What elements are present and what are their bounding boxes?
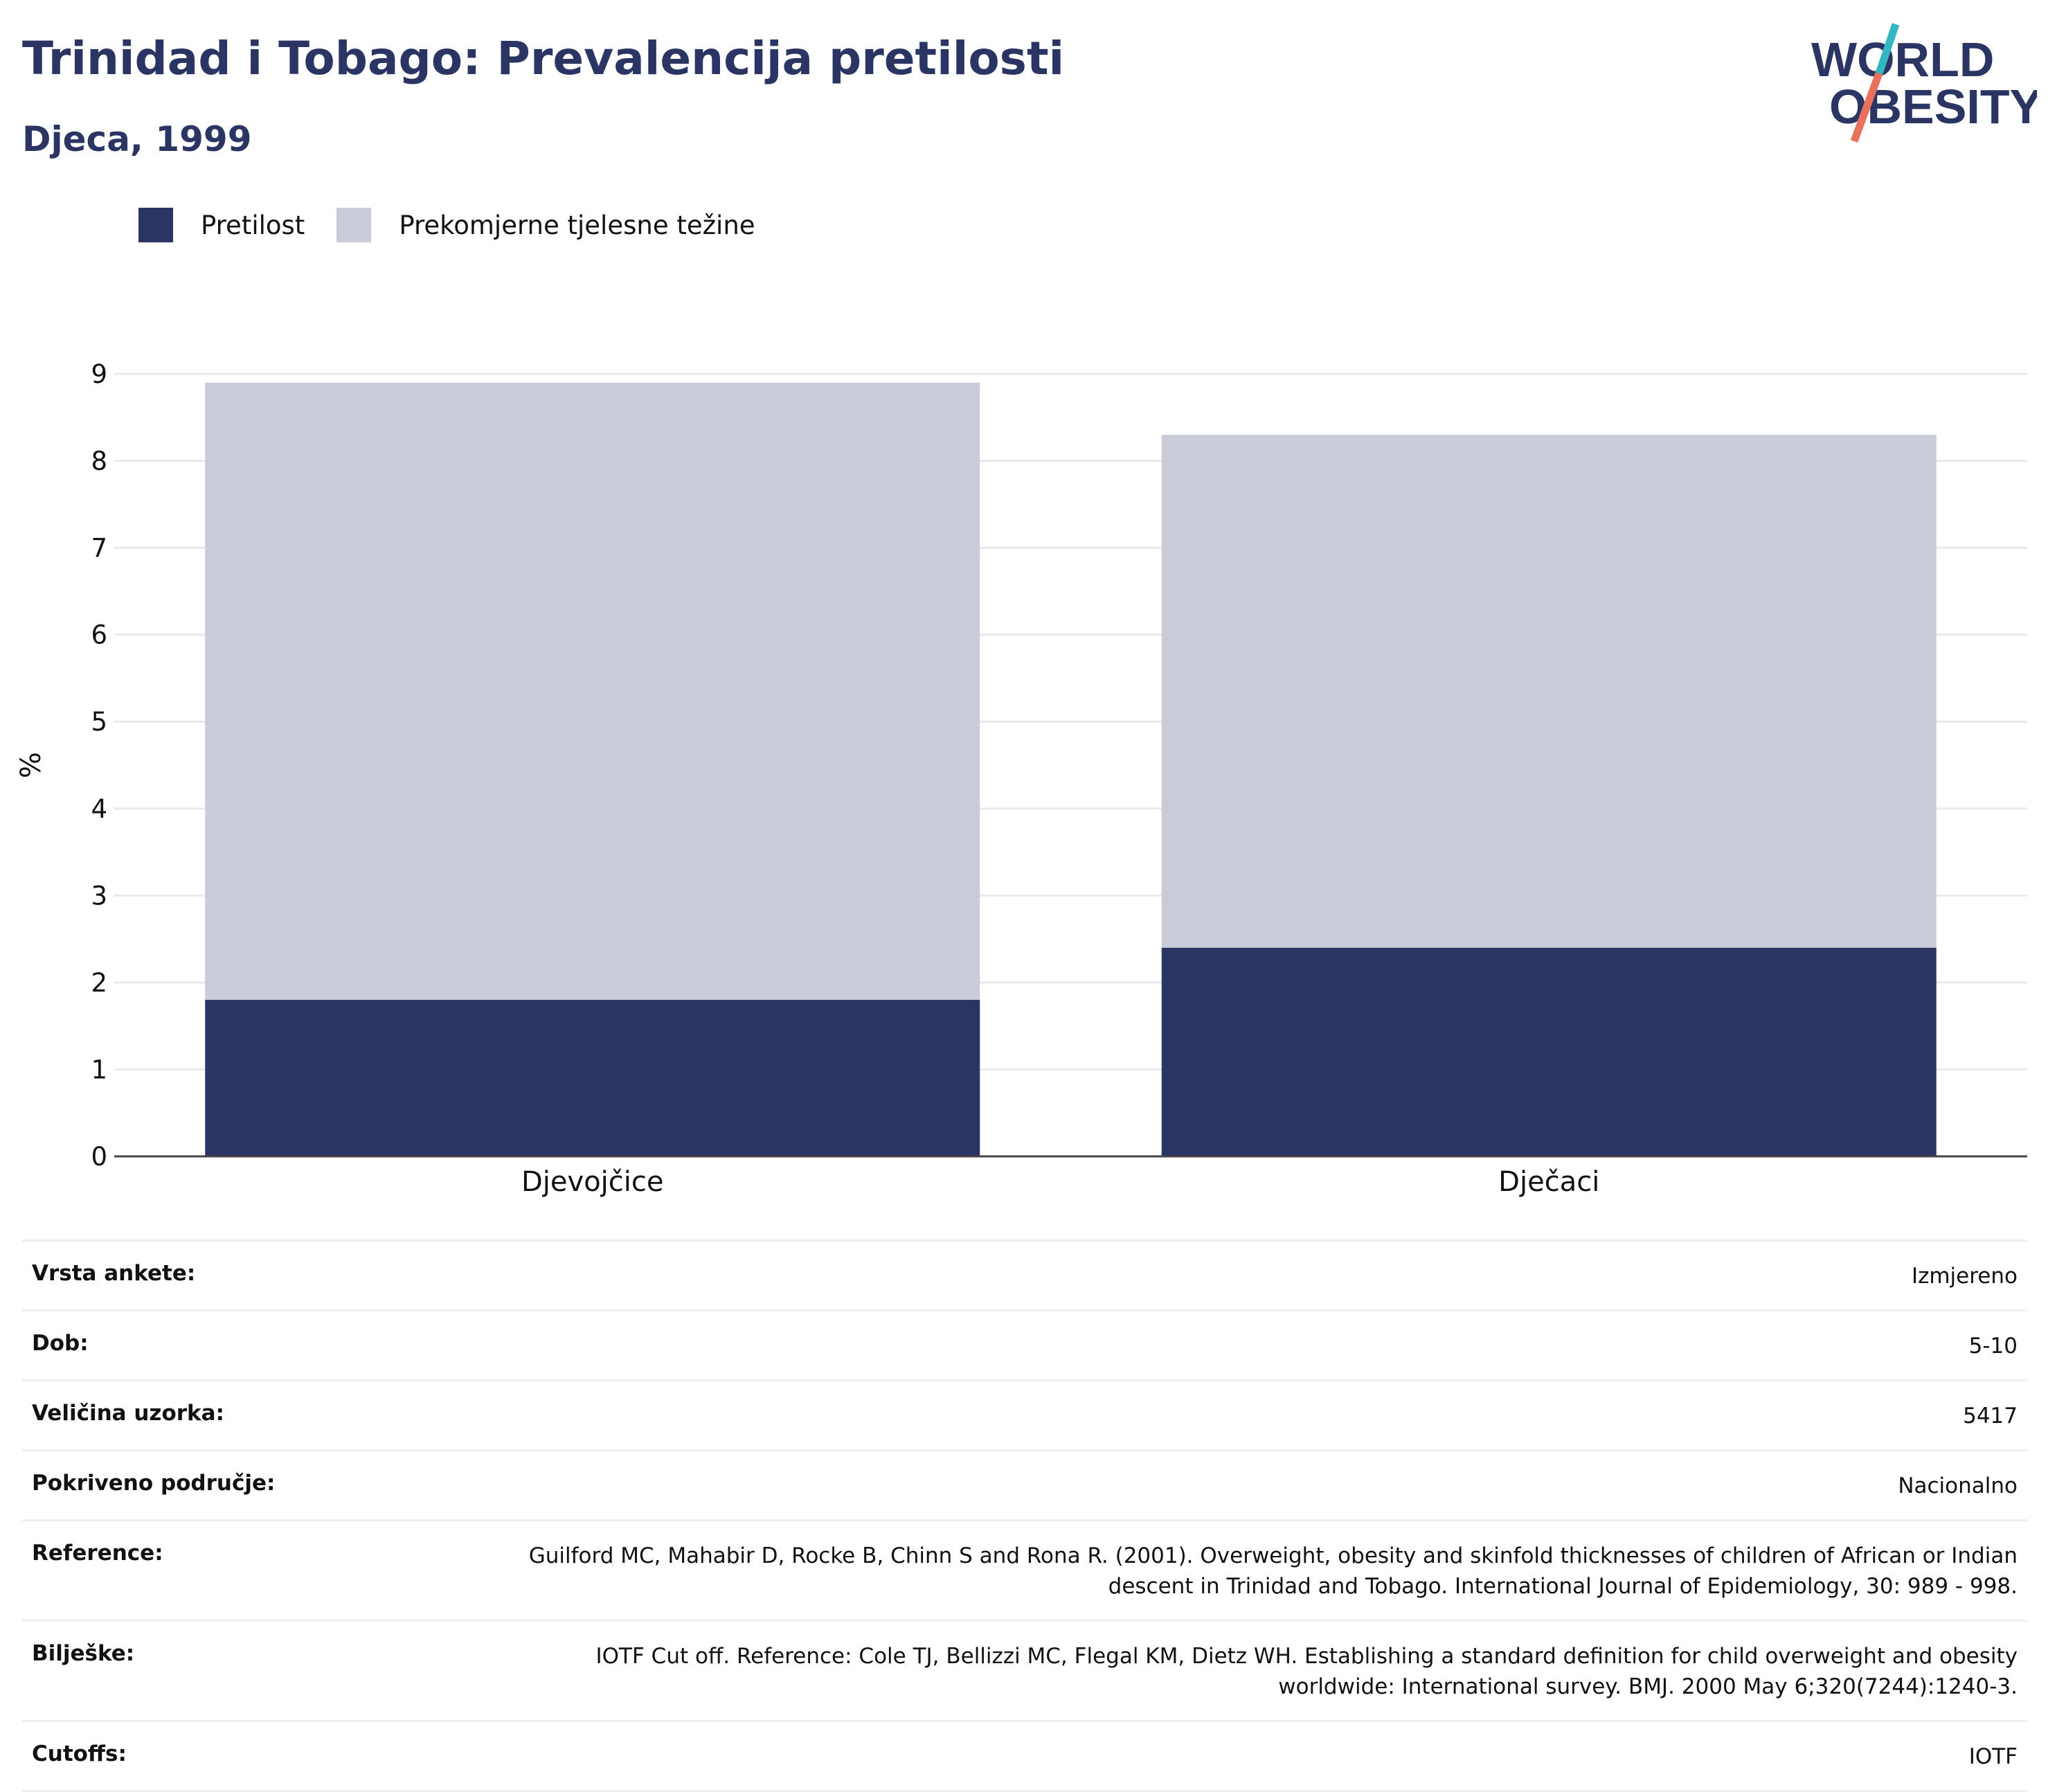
metadata-row: Dob: 5-10: [22, 1311, 2027, 1382]
legend-label-pretilost: Pretilost: [201, 210, 305, 240]
metadata-row: Pokriveno područje: Nacionalno: [22, 1451, 2027, 1522]
y-tick-label: 7: [91, 533, 107, 563]
survey-metadata-table: Vrsta ankete: Izmjereno Dob: 5-10 Veličina u…: [22, 1239, 2027, 1792]
bar-prekomjerne-1: [1161, 434, 1937, 948]
metadata-key: Dob:: [32, 1331, 89, 1356]
y-tick-label: 2: [91, 968, 107, 998]
metadata-row: Cutoffs: IOTF: [22, 1722, 2027, 1792]
bar-prekomjerne-0: [205, 382, 980, 1000]
legend-swatch-pretilost: [138, 208, 173, 242]
logo-slash-teal: [1875, 23, 1900, 75]
y-axis-label: %: [15, 752, 47, 778]
metadata-row: Veličina uzorka: 5417: [22, 1381, 2027, 1452]
y-tick-label: 6: [91, 620, 107, 650]
metadata-value: 5417: [1963, 1404, 2018, 1429]
metadata-row: Reference: Guilford MC, Mahabir D, Rocke …: [22, 1521, 2027, 1622]
legend-label-prekomjerne: Prekomjerne tjelesne težine: [399, 210, 755, 240]
metadata-key: Bilješke:: [32, 1641, 135, 1667]
y-tick-label: 0: [91, 1142, 107, 1172]
metadata-row: Bilješke: IOTF Cut off. Reference: Cole T…: [22, 1622, 2027, 1723]
chart-legend: Pretilost Prekomjerne tjelesne težine: [138, 206, 787, 244]
metadata-value: IOTF: [1968, 1744, 2018, 1770]
chart-title: Trinidad i Tobago: Prevalencija pretilos…: [22, 32, 1065, 85]
logo-slash-coral: [1850, 72, 1883, 143]
metadata-value: IOTF Cut off. Reference: Cole TJ, Belliz…: [595, 1644, 2018, 1700]
y-tick-label: 5: [91, 707, 107, 737]
x-tick-label: Dječaci: [1498, 1166, 1599, 1198]
legend-item-prekomjerne[interactable]: Prekomjerne tjelesne težine: [336, 208, 755, 242]
metadata-key: Reference:: [32, 1541, 163, 1566]
y-tick-label: 9: [91, 359, 107, 389]
metadata-value: Nacionalno: [1898, 1473, 2018, 1499]
legend-item-pretilost[interactable]: Pretilost: [138, 208, 305, 242]
metadata-value: 5-10: [1968, 1334, 2018, 1359]
metadata-value: Izmjereno: [1911, 1264, 2018, 1289]
stacked-bar-chart: 0 1 2 3 4 5 6 7 8 9% Djevojčice Dječaci: [15, 359, 2027, 1198]
metadata-key: Veličina uzorka:: [32, 1401, 224, 1426]
metadata-value: Guilford MC, Mahabir D, Rocke B, Chinn S…: [528, 1543, 2018, 1600]
chart-subtitle: Djeca, 1999: [22, 119, 252, 159]
metadata-row: Vrsta ankete: Izmjereno: [22, 1242, 2027, 1312]
y-tick-label: 8: [91, 447, 107, 476]
y-tick-label: 3: [91, 881, 107, 911]
x-tick-label: Djevojčice: [521, 1166, 664, 1198]
metadata-key: Pokriveno područje:: [32, 1471, 276, 1496]
metadata-key: Vrsta ankete:: [32, 1261, 196, 1286]
legend-swatch-prekomjerne: [336, 208, 372, 242]
metadata-key: Cutoffs:: [32, 1741, 127, 1767]
bar-pretilost-1: [1161, 947, 1937, 1156]
world-obesity-logo: WORLD OBESITY: [1811, 23, 2037, 143]
bar-pretilost-0: [205, 1000, 980, 1156]
y-tick-label: 4: [91, 794, 107, 824]
logo-line-1: WORLD: [1811, 33, 1994, 87]
y-tick-label: 1: [91, 1055, 107, 1084]
